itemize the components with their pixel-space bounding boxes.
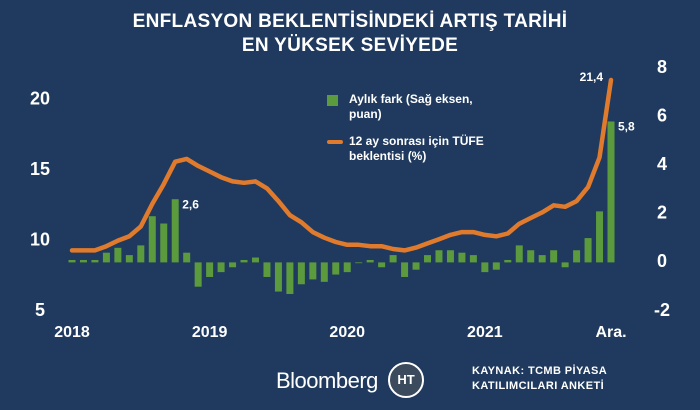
bar — [160, 223, 168, 263]
legend-swatch — [327, 95, 338, 106]
bar — [378, 262, 386, 268]
bar — [286, 262, 294, 294]
legend-swatch — [327, 140, 343, 144]
legend-label: 12 ay sonrası için TÜFE beklentisi (%) — [349, 134, 484, 163]
bar — [458, 252, 466, 263]
legend-item: Aylık fark (Sağ eksen, puan) — [327, 92, 507, 122]
logo: HT — [388, 362, 424, 398]
bar — [137, 245, 145, 263]
bar — [148, 216, 156, 263]
bar — [504, 259, 512, 263]
bar — [251, 257, 259, 263]
bar — [274, 262, 282, 292]
y2-tick-label: 2 — [657, 203, 667, 223]
bar — [550, 250, 558, 263]
bar — [412, 262, 420, 270]
bar — [240, 259, 248, 263]
legend-item: 12 ay sonrası için TÜFE beklentisi (%) — [327, 134, 507, 164]
y-tick-label: 20 — [30, 88, 50, 108]
x-tick-label: 2019 — [192, 324, 228, 341]
source: KAYNAK: TCMB PİYASA KATILIMCILARI ANKETİ — [472, 365, 607, 392]
bar — [217, 262, 225, 273]
y2-tick-label: 0 — [657, 251, 667, 271]
bar — [114, 247, 122, 263]
x-tick-label: 2020 — [329, 324, 365, 341]
x-tick-label: 2021 — [467, 324, 503, 341]
bar — [91, 259, 99, 263]
bar — [401, 262, 409, 277]
bar — [320, 262, 328, 282]
legend-label: Aylık fark (Sağ eksen, puan) — [349, 92, 473, 121]
bar — [584, 238, 592, 263]
bar — [309, 262, 317, 280]
bar — [607, 121, 615, 263]
bar — [481, 262, 489, 273]
bar — [435, 250, 443, 263]
bar — [492, 262, 500, 270]
bar — [366, 259, 374, 263]
bar — [183, 252, 191, 263]
x-tick-label: Ara. — [595, 324, 626, 341]
y2-tick-label: -2 — [654, 300, 670, 320]
bar — [102, 252, 110, 263]
data-label: 5,8 — [618, 120, 635, 134]
bar — [561, 262, 569, 268]
bar — [527, 250, 535, 263]
chart-title: ENFLASYON BEKLENTİSİNDEKİ ARTIŞ TARİHİ E… — [132, 11, 568, 56]
bar — [206, 262, 214, 277]
bar — [343, 262, 351, 273]
bar — [389, 255, 397, 263]
bar — [469, 255, 477, 263]
brand: Bloomberg — [276, 368, 378, 393]
bar — [446, 250, 454, 263]
bar — [79, 259, 87, 263]
bar — [171, 199, 179, 263]
bar — [229, 262, 237, 268]
bar — [573, 250, 581, 263]
y2-tick-label: 8 — [657, 57, 667, 77]
data-label: 21,4 — [580, 70, 604, 84]
bar — [68, 259, 76, 263]
bar — [297, 262, 305, 285]
bar — [538, 255, 546, 263]
y2-tick-label: 4 — [657, 154, 667, 174]
y2-tick-label: 6 — [657, 105, 667, 125]
bar — [194, 262, 202, 287]
line — [69, 77, 614, 253]
data-label: 2,6 — [182, 197, 199, 211]
bar — [515, 245, 523, 263]
legend: Aylık fark (Sağ eksen, puan) 12 ay sonras… — [327, 92, 507, 176]
bar — [424, 255, 432, 263]
y-tick-label: 5 — [35, 300, 45, 320]
bar — [355, 262, 363, 264]
x-tick-label: 2018 — [54, 324, 90, 341]
bar — [596, 211, 604, 263]
y-tick-label: 10 — [30, 229, 50, 249]
bar — [263, 262, 271, 277]
bar — [332, 262, 340, 275]
y-tick-label: 15 — [30, 159, 50, 179]
bar — [125, 255, 133, 263]
